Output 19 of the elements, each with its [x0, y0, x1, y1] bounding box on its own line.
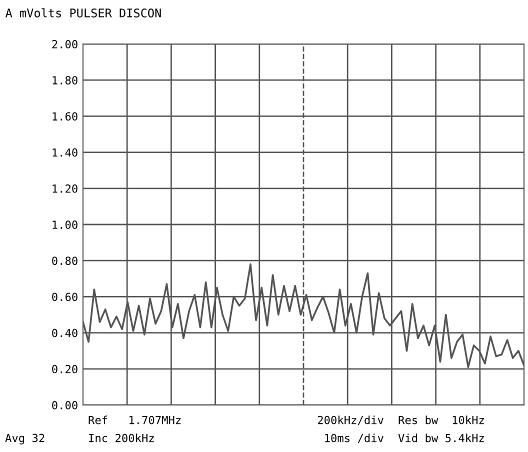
y-tick-label: 0.80 [52, 256, 78, 266]
y-tick-label: 2.00 [52, 40, 78, 48]
text: Ref 1.707MHz [88, 416, 181, 424]
y-tick-label: 1.80 [52, 76, 78, 85]
y-tick-label: 1.40 [52, 148, 78, 157]
text: Inc 200kHz [89, 434, 154, 442]
y-tick-label: 0.40 [52, 328, 78, 338]
text: 200kHz/div [318, 416, 384, 426]
y-tick-label: 1.00 [52, 220, 78, 229]
y-tick-label: 0.00 [52, 401, 78, 410]
y-tick-label: 1.60 [52, 112, 78, 121]
text: Vid bw 5.4kHz [398, 434, 484, 442]
text: Res bw 10kHz [398, 416, 484, 424]
text: 10ms /div [325, 434, 384, 444]
chart-title: A mVolts PULSER DISCON [5, 8, 161, 18]
text: Avg 32 [5, 434, 44, 444]
y-tick-label: 1.20 [52, 184, 78, 193]
y-tick-label: 0.60 [52, 292, 78, 302]
y-tick-label: 0.20 [52, 364, 78, 374]
